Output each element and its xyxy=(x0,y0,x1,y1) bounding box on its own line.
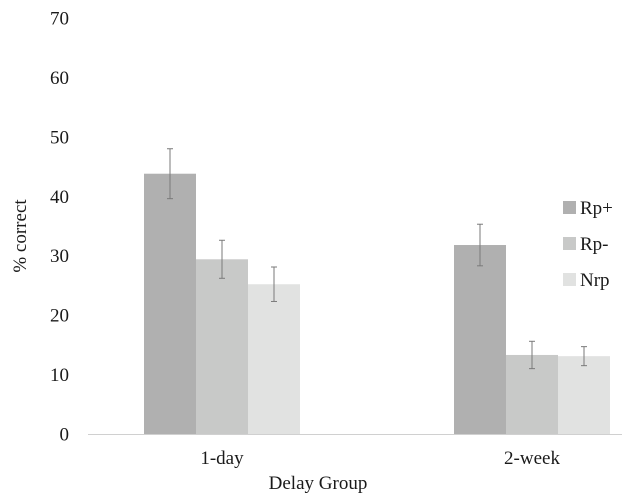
y-axis-title: % correct xyxy=(10,199,31,273)
y-tick-label: 60 xyxy=(50,68,69,89)
error-bar xyxy=(219,239,225,279)
y-tick-label: 70 xyxy=(50,9,69,30)
bar-rp--1-day xyxy=(144,173,196,434)
y-tick-label: 30 xyxy=(50,246,69,267)
legend-item: Nrp xyxy=(563,270,610,291)
x-axis-ticks: 1-day 2-week xyxy=(200,448,560,469)
legend-swatch xyxy=(563,237,576,250)
legend-item: Rp- xyxy=(563,234,609,255)
error-bars xyxy=(167,148,587,370)
legend-item: Rp+ xyxy=(563,198,613,219)
bar-nrp-1-day xyxy=(248,284,300,434)
y-tick-label: 40 xyxy=(50,187,69,208)
legend-label: Rp+ xyxy=(580,198,613,219)
legend: Rp+ Rp- Nrp xyxy=(563,198,613,291)
y-axis-ticks: 0 10 20 30 40 50 60 70 xyxy=(50,9,69,446)
x-tick-label: 1-day xyxy=(200,448,244,469)
bar-rp--1-day xyxy=(196,259,248,434)
legend-swatch xyxy=(563,201,576,214)
y-tick-label: 20 xyxy=(50,306,69,327)
y-tick-label: 50 xyxy=(50,127,69,148)
error-bar xyxy=(167,148,173,200)
y-tick-label: 10 xyxy=(50,365,69,386)
x-axis-title: Delay Group xyxy=(269,473,368,494)
legend-label: Rp- xyxy=(580,234,609,255)
error-bar xyxy=(271,266,277,302)
error-bar xyxy=(477,223,483,267)
bar-rp--2-week xyxy=(454,245,506,434)
x-tick-label: 2-week xyxy=(504,448,560,469)
legend-label: Nrp xyxy=(580,270,610,291)
bars xyxy=(144,173,610,434)
error-bar xyxy=(529,340,535,370)
error-bar xyxy=(581,346,587,367)
y-tick-label: 0 xyxy=(60,425,70,446)
legend-swatch xyxy=(563,273,576,286)
bar-nrp-2-week xyxy=(558,356,610,434)
